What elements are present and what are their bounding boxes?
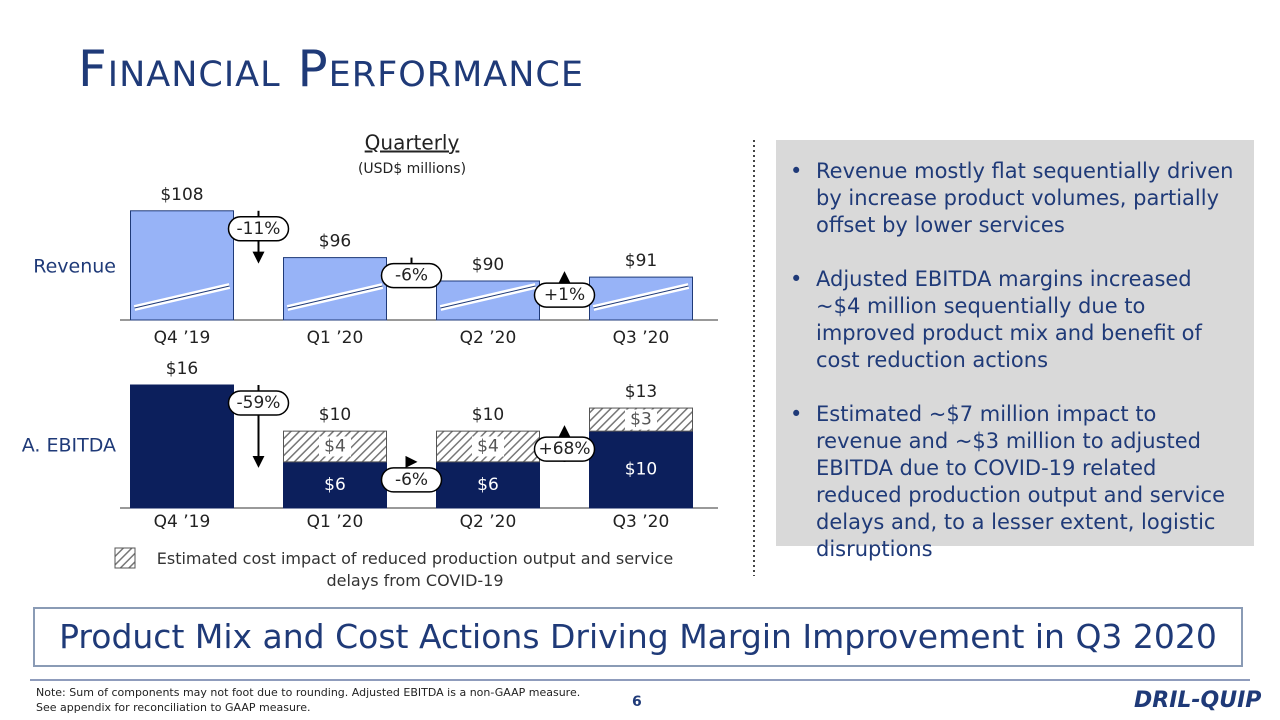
x-tick-label: Q3 ’20 (613, 512, 670, 532)
change-label: -6% (395, 470, 428, 490)
chart-header: Quarterly (365, 131, 460, 155)
value-label: $6 (477, 475, 499, 495)
change-label-oval (533, 282, 596, 308)
banner: Product Mix and Cost Actions Driving Mar… (33, 607, 1243, 667)
value-label: $90 (472, 255, 504, 275)
change-label: -59% (237, 393, 281, 413)
bar-segment (130, 384, 234, 509)
total-label: $10 (472, 405, 504, 425)
axis-break (134, 285, 230, 309)
value-label: $91 (625, 251, 657, 271)
commentary-panel: Revenue mostly flat sequentially driven … (776, 140, 1254, 561)
value-label: $10 (625, 460, 657, 480)
bar (130, 210, 234, 321)
axis-break (440, 285, 536, 309)
change-label-oval (227, 390, 290, 416)
change-label-oval (227, 216, 290, 242)
bullet: Revenue mostly flat sequentially driven … (788, 158, 1242, 239)
x-tick-label: Q4 ’19 (154, 328, 211, 348)
x-tick-label: Q4 ’19 (154, 512, 211, 532)
slide-title: Financial Performance (78, 40, 584, 98)
label-bg (319, 436, 351, 457)
change-label-oval (380, 262, 443, 289)
legend-entry: Estimated cost impact of reduced product… (156, 549, 674, 590)
x-tick-label: Q2 ’20 (460, 328, 517, 348)
change-label: -11% (237, 219, 281, 239)
x-tick-label: Q2 ’20 (460, 512, 517, 532)
x-tick-label: Q1 ’20 (307, 512, 364, 532)
row-label: Revenue (33, 256, 116, 278)
total-label: $16 (166, 359, 198, 379)
value-label: $6 (324, 475, 346, 495)
bullet: Estimated ~$7 million impact to revenue … (788, 401, 1242, 563)
x-tick-label: Q3 ’20 (613, 328, 670, 348)
value-label: $108 (160, 185, 203, 205)
change-label-oval (533, 436, 596, 462)
bar-segment (436, 461, 540, 509)
value-label: $4 (324, 437, 346, 457)
bar-segment (589, 430, 693, 509)
bar-segment (436, 430, 540, 463)
footnote: Note: Sum of components may not foot due… (36, 686, 581, 699)
value-label: $4 (477, 437, 499, 457)
change-label: -6% (395, 266, 428, 286)
x-tick-label: Q1 ’20 (307, 328, 364, 348)
logo: DRIL-QUIP (1134, 688, 1262, 713)
bullet: Adjusted EBITDA margins increased ~$4 mi… (788, 266, 1242, 374)
legend-swatch (114, 547, 136, 569)
axis-break (593, 285, 689, 309)
change-label-oval (380, 467, 443, 493)
value-label: $96 (319, 232, 351, 252)
footnote: See appendix for reconciliation to GAAP … (36, 701, 311, 714)
page-number: 6 (632, 694, 642, 710)
label-bg (625, 409, 657, 430)
change-label: +68% (538, 439, 590, 459)
total-label: $13 (625, 382, 657, 402)
axis-break (287, 285, 383, 309)
change-label: +1% (544, 285, 585, 305)
value-label: $3 (630, 410, 652, 430)
total-label: $10 (319, 405, 351, 425)
label-bg (472, 436, 504, 457)
chart-subheader: (USD$ millions) (358, 161, 466, 177)
row-label: A. EBITDA (22, 435, 116, 457)
